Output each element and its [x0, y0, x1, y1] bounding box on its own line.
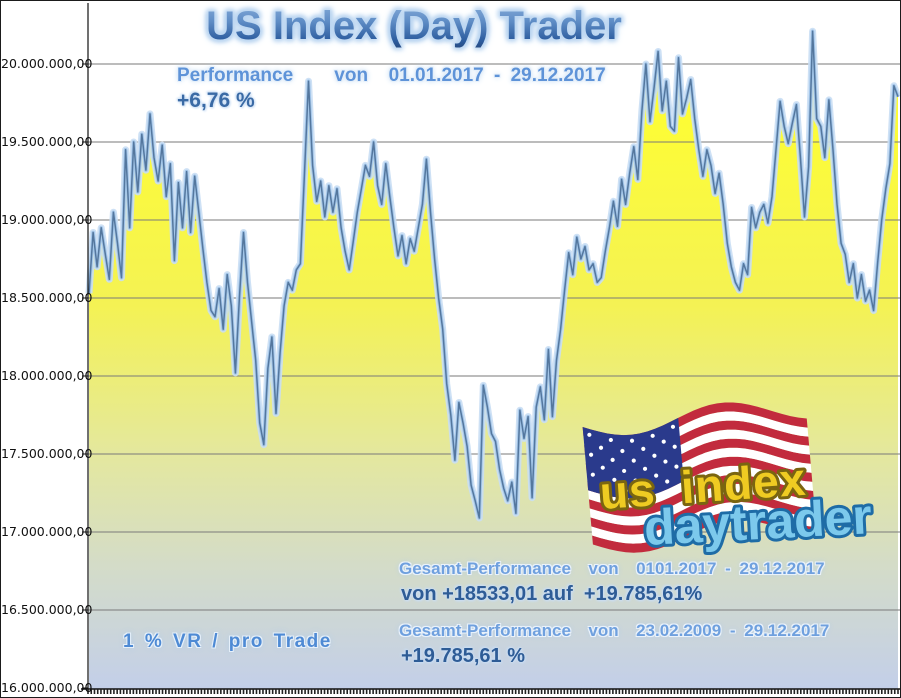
total-performance-since-2009-header: Gesamt-Performance von 23.02.2009 - 29.1… [399, 621, 830, 640]
y-axis-label: 18.500.000,00 [1, 290, 93, 305]
y-axis-label: 19.000.000,00 [1, 212, 93, 227]
us-index-daytrader-logo: us index daytrader [582, 402, 876, 559]
performance-value: +6,76 % [177, 89, 255, 112]
page-title: US Index (Day) Trader US Index (Day) Tra… [114, 4, 714, 56]
risk-per-trade-note: 1 % VR / pro Trade [123, 631, 332, 652]
us-flag-icon [582, 402, 818, 553]
page-title-glow: US Index (Day) Trader [114, 4, 714, 49]
performance-period-label: Performance von 01.01.2017 - 29.12.2017 [177, 65, 606, 86]
y-axis-label: 17.000.000,00 [1, 524, 93, 539]
page-title-text: US Index (Day) Trader [114, 4, 714, 49]
y-axis-label: 19.500.000,00 [1, 134, 93, 149]
y-axis-label: 18.000.000,00 [1, 368, 93, 383]
y-axis-label: 16.000.000,00 [1, 680, 93, 695]
total-performance-since-2009-value: +19.785,61 % [401, 645, 525, 667]
total-performance-2017-header: Gesamt-Performance von 0101.2017 - 29.12… [399, 559, 825, 578]
y-axis-label: 17.500.000,00 [1, 446, 93, 461]
y-axis-label: 20.000.000,00 [1, 56, 93, 71]
logo-daytrader-text: daytrader [643, 488, 874, 556]
total-performance-2017-value: von +18533,01 auf +19.785,61% [401, 583, 703, 605]
y-axis-label: 16.500.000,00 [1, 602, 93, 617]
logo-us-index-text: us index [598, 453, 808, 519]
